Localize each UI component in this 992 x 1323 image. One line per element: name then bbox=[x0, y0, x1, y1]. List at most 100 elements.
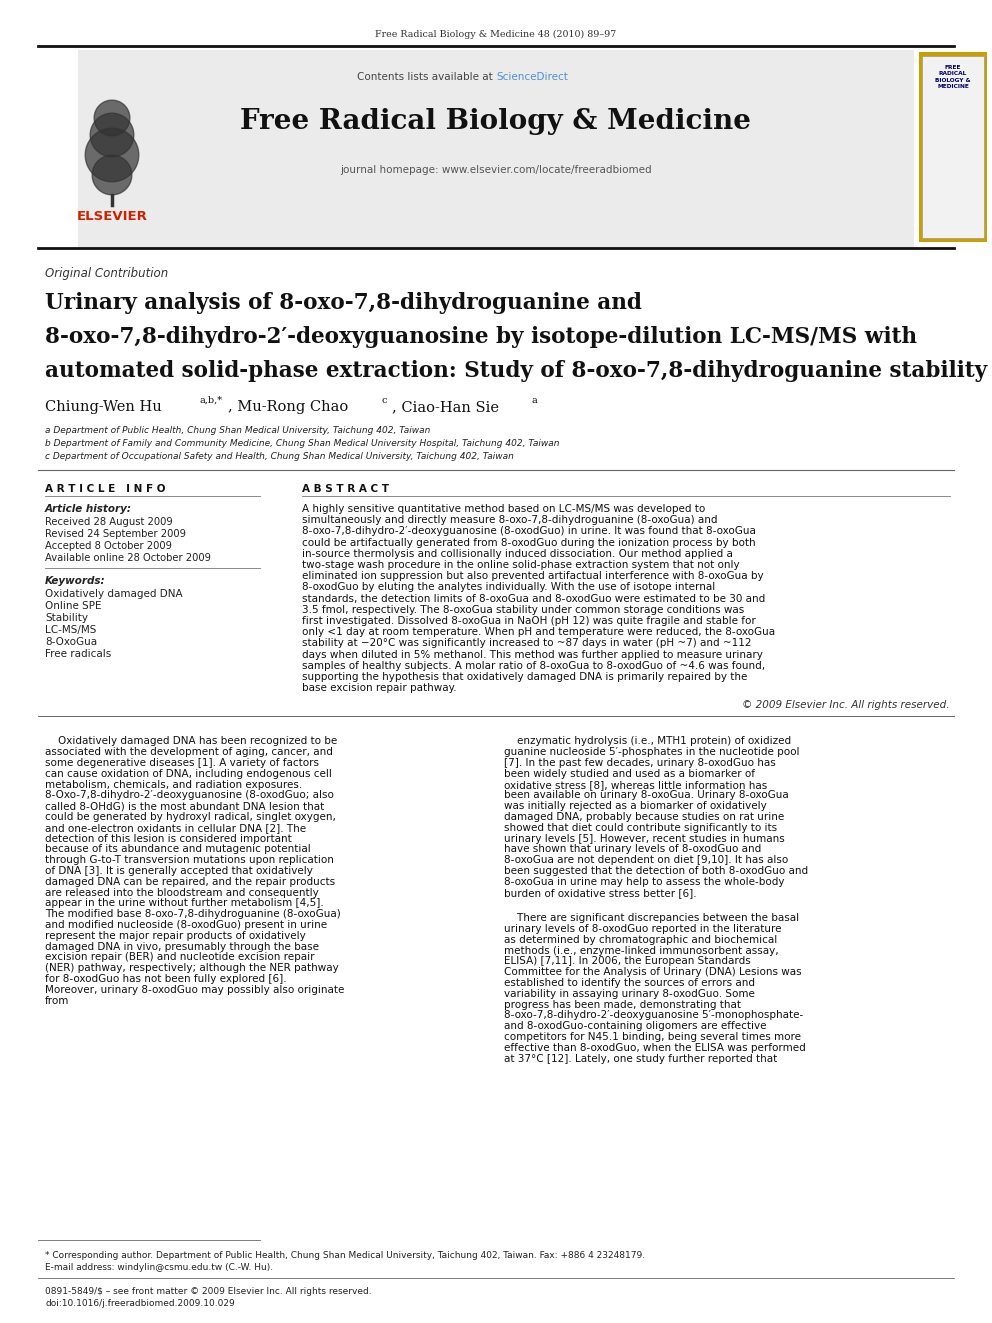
Text: a: a bbox=[532, 396, 538, 405]
Text: Received 28 August 2009: Received 28 August 2009 bbox=[45, 517, 173, 527]
Text: doi:10.1016/j.freeradbiomed.2009.10.029: doi:10.1016/j.freeradbiomed.2009.10.029 bbox=[45, 1299, 235, 1308]
Text: effective than 8-oxodGuo, when the ELISA was performed: effective than 8-oxodGuo, when the ELISA… bbox=[504, 1043, 806, 1053]
Text: FREE
RADICAL
BIOLOGY &
MEDICINE: FREE RADICAL BIOLOGY & MEDICINE bbox=[935, 65, 971, 89]
Polygon shape bbox=[90, 114, 134, 157]
Text: 8-oxoGua in urine may help to assess the whole-body: 8-oxoGua in urine may help to assess the… bbox=[504, 877, 785, 886]
Text: and 8-oxodGuo-containing oligomers are effective: and 8-oxodGuo-containing oligomers are e… bbox=[504, 1021, 767, 1031]
Text: (NER) pathway, respectively; although the NER pathway: (NER) pathway, respectively; although th… bbox=[45, 963, 338, 974]
FancyBboxPatch shape bbox=[919, 52, 987, 242]
Text: 3.5 fmol, respectively. The 8-oxoGua stability under common storage conditions w: 3.5 fmol, respectively. The 8-oxoGua sta… bbox=[302, 605, 744, 615]
Text: stability at −20°C was significantly increased to ~87 days in water (pH ~7) and : stability at −20°C was significantly inc… bbox=[302, 639, 752, 648]
Text: from: from bbox=[45, 996, 69, 1005]
Text: as determined by chromatographic and biochemical: as determined by chromatographic and bio… bbox=[504, 935, 778, 945]
Text: Contents lists available at: Contents lists available at bbox=[357, 71, 496, 82]
Polygon shape bbox=[92, 155, 132, 194]
Text: ELISA) [7,11]. In 2006, the European Standards: ELISA) [7,11]. In 2006, the European Sta… bbox=[504, 957, 751, 966]
Text: , Mu-Rong Chao: , Mu-Rong Chao bbox=[228, 400, 348, 414]
Text: some degenerative diseases [1]. A variety of factors: some degenerative diseases [1]. A variet… bbox=[45, 758, 319, 767]
Text: supporting the hypothesis that oxidatively damaged DNA is primarily repaired by : supporting the hypothesis that oxidative… bbox=[302, 672, 747, 681]
Text: Free Radical Biology & Medicine: Free Radical Biology & Medicine bbox=[240, 108, 752, 135]
Text: Keywords:: Keywords: bbox=[45, 576, 105, 586]
Text: because of its abundance and mutagenic potential: because of its abundance and mutagenic p… bbox=[45, 844, 310, 855]
Text: base excision repair pathway.: base excision repair pathway. bbox=[302, 683, 456, 693]
Text: Moreover, urinary 8-oxodGuo may possibly also originate: Moreover, urinary 8-oxodGuo may possibly… bbox=[45, 984, 344, 995]
Text: established to identify the sources of errors and: established to identify the sources of e… bbox=[504, 978, 755, 988]
Text: competitors for N45.1 binding, being several times more: competitors for N45.1 binding, being sev… bbox=[504, 1032, 801, 1043]
Text: through G-to-T transversion mutations upon replication: through G-to-T transversion mutations up… bbox=[45, 855, 334, 865]
Text: 8-oxo-7,8-dihydro-2′-deoxyguanosine (8-oxodGuo) in urine. It was found that 8-ox: 8-oxo-7,8-dihydro-2′-deoxyguanosine (8-o… bbox=[302, 527, 756, 536]
Text: Oxidatively damaged DNA: Oxidatively damaged DNA bbox=[45, 589, 183, 599]
Text: been suggested that the detection of both 8-oxodGuo and: been suggested that the detection of bot… bbox=[504, 867, 808, 876]
Text: guanine nucleoside 5′-phosphates in the nucleotide pool: guanine nucleoside 5′-phosphates in the … bbox=[504, 747, 800, 757]
Text: oxidative stress [8], whereas little information has: oxidative stress [8], whereas little inf… bbox=[504, 779, 767, 790]
Text: Urinary analysis of 8-oxo-7,8-dihydroguanine and: Urinary analysis of 8-oxo-7,8-dihydrogua… bbox=[45, 292, 642, 314]
Text: urinary levels of 8-oxodGuo reported in the literature: urinary levels of 8-oxodGuo reported in … bbox=[504, 923, 782, 934]
Text: showed that diet could contribute significantly to its: showed that diet could contribute signif… bbox=[504, 823, 777, 832]
Text: journal homepage: www.elsevier.com/locate/freeradbiomed: journal homepage: www.elsevier.com/locat… bbox=[340, 165, 652, 175]
FancyBboxPatch shape bbox=[78, 50, 914, 247]
Text: Committee for the Analysis of Urinary (DNA) Lesions was: Committee for the Analysis of Urinary (D… bbox=[504, 967, 802, 978]
Text: could be generated by hydroxyl radical, singlet oxygen,: could be generated by hydroxyl radical, … bbox=[45, 812, 336, 822]
Text: simultaneously and directly measure 8-oxo-7,8-dihydroguanine (8-oxoGua) and: simultaneously and directly measure 8-ox… bbox=[302, 515, 717, 525]
Text: excision repair (BER) and nucleotide excision repair: excision repair (BER) and nucleotide exc… bbox=[45, 953, 314, 962]
Text: Original Contribution: Original Contribution bbox=[45, 267, 169, 280]
Text: variability in assaying urinary 8-oxodGuo. Some: variability in assaying urinary 8-oxodGu… bbox=[504, 988, 755, 999]
Text: c: c bbox=[382, 396, 388, 405]
Text: Article history:: Article history: bbox=[45, 504, 132, 515]
Text: b Department of Family and Community Medicine, Chung Shan Medical University Hos: b Department of Family and Community Med… bbox=[45, 439, 559, 448]
Text: damaged DNA, probably because studies on rat urine: damaged DNA, probably because studies on… bbox=[504, 812, 785, 822]
Text: damaged DNA can be repaired, and the repair products: damaged DNA can be repaired, and the rep… bbox=[45, 877, 335, 886]
Text: 8-oxodGuo by eluting the analytes individually. With the use of isotope internal: 8-oxodGuo by eluting the analytes indivi… bbox=[302, 582, 715, 593]
Text: only <1 day at room temperature. When pH and temperature were reduced, the 8-oxo: only <1 day at room temperature. When pH… bbox=[302, 627, 775, 638]
Text: 0891-5849/$ – see front matter © 2009 Elsevier Inc. All rights reserved.: 0891-5849/$ – see front matter © 2009 El… bbox=[45, 1287, 372, 1297]
Text: metabolism, chemicals, and radiation exposures.: metabolism, chemicals, and radiation exp… bbox=[45, 779, 303, 790]
Text: a,b,*: a,b,* bbox=[200, 396, 223, 405]
Text: called 8-OHdG) is the most abundant DNA lesion that: called 8-OHdG) is the most abundant DNA … bbox=[45, 802, 324, 811]
Text: © 2009 Elsevier Inc. All rights reserved.: © 2009 Elsevier Inc. All rights reserved… bbox=[742, 700, 950, 710]
Text: Stability: Stability bbox=[45, 613, 88, 623]
Text: burden of oxidative stress better [6].: burden of oxidative stress better [6]. bbox=[504, 888, 696, 897]
Text: Accepted 8 October 2009: Accepted 8 October 2009 bbox=[45, 541, 172, 550]
Text: Available online 28 October 2009: Available online 28 October 2009 bbox=[45, 553, 211, 564]
Text: appear in the urine without further metabolism [4,5].: appear in the urine without further meta… bbox=[45, 898, 323, 909]
Text: 8-oxoGua are not dependent on diet [9,10]. It has also: 8-oxoGua are not dependent on diet [9,10… bbox=[504, 855, 789, 865]
Text: at 37°C [12]. Lately, one study further reported that: at 37°C [12]. Lately, one study further … bbox=[504, 1053, 778, 1064]
Text: are released into the bloodstream and consequently: are released into the bloodstream and co… bbox=[45, 888, 318, 897]
Text: for 8-oxodGuo has not been fully explored [6].: for 8-oxodGuo has not been fully explore… bbox=[45, 974, 287, 984]
Text: There are significant discrepancies between the basal: There are significant discrepancies betw… bbox=[504, 913, 800, 923]
Text: days when diluted in 5% methanol. This method was further applied to measure uri: days when diluted in 5% methanol. This m… bbox=[302, 650, 763, 660]
Text: samples of healthy subjects. A molar ratio of 8-oxoGua to 8-oxodGuo of ~4.6 was : samples of healthy subjects. A molar rat… bbox=[302, 660, 765, 671]
Polygon shape bbox=[94, 101, 130, 136]
Text: Oxidatively damaged DNA has been recognized to be: Oxidatively damaged DNA has been recogni… bbox=[45, 737, 337, 746]
Text: progress has been made, demonstrating that: progress has been made, demonstrating th… bbox=[504, 1000, 741, 1009]
Text: 8-OxoGua: 8-OxoGua bbox=[45, 636, 97, 647]
Text: could be artifactually generated from 8-oxodGuo during the ionization process by: could be artifactually generated from 8-… bbox=[302, 537, 756, 548]
Text: A R T I C L E   I N F O: A R T I C L E I N F O bbox=[45, 484, 166, 493]
Polygon shape bbox=[85, 128, 139, 181]
Text: LC-MS/MS: LC-MS/MS bbox=[45, 624, 96, 635]
Text: first investigated. Dissolved 8-oxoGua in NaOH (pH 12) was quite fragile and sta: first investigated. Dissolved 8-oxoGua i… bbox=[302, 617, 756, 626]
Text: damaged DNA in vivo, presumably through the base: damaged DNA in vivo, presumably through … bbox=[45, 942, 319, 951]
Text: enzymatic hydrolysis (i.e., MTH1 protein) of oxidized: enzymatic hydrolysis (i.e., MTH1 protein… bbox=[504, 737, 792, 746]
Text: in-source thermolysis and collisionally induced dissociation. Our method applied: in-source thermolysis and collisionally … bbox=[302, 549, 733, 558]
Text: urinary levels [5]. However, recent studies in humans: urinary levels [5]. However, recent stud… bbox=[504, 833, 785, 844]
Text: have shown that urinary levels of 8-oxodGuo and: have shown that urinary levels of 8-oxod… bbox=[504, 844, 761, 855]
Text: been widely studied and used as a biomarker of: been widely studied and used as a biomar… bbox=[504, 769, 755, 779]
Text: A B S T R A C T: A B S T R A C T bbox=[302, 484, 389, 493]
Text: c Department of Occupational Safety and Health, Chung Shan Medical University, T: c Department of Occupational Safety and … bbox=[45, 452, 514, 460]
Text: ELSEVIER: ELSEVIER bbox=[76, 210, 148, 224]
Text: of DNA [3]. It is generally accepted that oxidatively: of DNA [3]. It is generally accepted tha… bbox=[45, 867, 312, 876]
Text: associated with the development of aging, cancer, and: associated with the development of aging… bbox=[45, 747, 333, 757]
FancyBboxPatch shape bbox=[922, 56, 984, 238]
Text: Online SPE: Online SPE bbox=[45, 601, 101, 611]
Text: Free radicals: Free radicals bbox=[45, 650, 111, 659]
Text: ScienceDirect: ScienceDirect bbox=[496, 71, 567, 82]
Text: can cause oxidation of DNA, including endogenous cell: can cause oxidation of DNA, including en… bbox=[45, 769, 332, 779]
Text: detection of this lesion is considered important: detection of this lesion is considered i… bbox=[45, 833, 292, 844]
Text: and modified nucleoside (8-oxodGuo) present in urine: and modified nucleoside (8-oxodGuo) pres… bbox=[45, 919, 327, 930]
Text: automated solid-phase extraction: Study of 8-oxo-7,8-dihydroguanine stability: automated solid-phase extraction: Study … bbox=[45, 360, 987, 382]
Text: [7]. In the past few decades, urinary 8-oxodGuo has: [7]. In the past few decades, urinary 8-… bbox=[504, 758, 776, 767]
Text: methods (i.e., enzyme-linked immunosorbent assay,: methods (i.e., enzyme-linked immunosorbe… bbox=[504, 946, 779, 955]
Text: 8-Oxo-7,8-dihydro-2′-deoxyguanosine (8-oxodGuo; also: 8-Oxo-7,8-dihydro-2′-deoxyguanosine (8-o… bbox=[45, 790, 334, 800]
Text: represent the major repair products of oxidatively: represent the major repair products of o… bbox=[45, 931, 306, 941]
